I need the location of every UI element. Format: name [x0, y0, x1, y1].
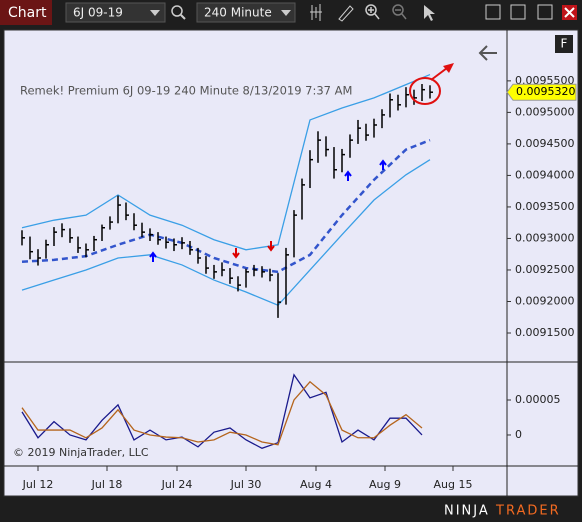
instrument-select[interactable] [65, 2, 166, 23]
y-tick-label: 0.0094000 [515, 168, 575, 181]
close-icon [564, 7, 575, 18]
y-tick-label: 0.0095000 [515, 105, 575, 118]
y-tick-label: 0.0095500 [515, 74, 575, 87]
window-button[interactable] [510, 4, 526, 20]
plot: 0.0091500 0.0092000 0.0092500 0.0093000 0.00… [21, 73, 577, 491]
y-tick-label: 0.0092000 [515, 294, 575, 307]
tab[interactable] [0, 0, 52, 25]
search-icon-handle [180, 14, 186, 20]
y-tick-label: 0.0092500 [515, 263, 575, 276]
zoom-in-icon[interactable] [365, 4, 377, 16]
signal-arrow [344, 170, 352, 181]
signal-arrow [232, 248, 240, 259]
chart-info: Remek! Premium 6J 09-19 240 Minute 8/13/… [20, 84, 352, 98]
logo-ninja: NINJA [444, 504, 490, 519]
maximize-button[interactable] [537, 4, 553, 20]
interval-label[interactable]: 240 Minute [204, 6, 272, 20]
search-icon[interactable] [171, 5, 183, 17]
annotation-arrowhead [443, 63, 454, 73]
logo-trader: TRADER [495, 504, 561, 519]
tab-label[interactable]: Chart [8, 5, 47, 21]
price-marker [506, 83, 577, 101]
dropdown-arrow [281, 10, 291, 16]
x-tick-label: Jul 18 [91, 478, 123, 491]
x-tick-label: Aug 15 [434, 478, 473, 491]
y-tick-label: 0 [515, 428, 522, 441]
window-button[interactable] [485, 4, 501, 20]
x-tick-label: Aug 9 [369, 478, 401, 491]
signal-arrow [267, 241, 275, 252]
pointer-icon[interactable] [424, 5, 435, 21]
bar-type-icon[interactable] [310, 4, 322, 21]
zoom-in-plus [368, 7, 380, 20]
draw-icon[interactable] [338, 5, 354, 22]
x-tick-label: Jul 12 [22, 478, 54, 491]
x-tick-label: Jul 30 [230, 478, 262, 491]
y-tick-label: 0.0093000 [515, 231, 575, 244]
indicator-line [21, 138, 431, 274]
zoom-out-icon[interactable] [392, 4, 404, 16]
indicator-line [21, 73, 431, 251]
y-tick-label: 0.0094500 [515, 137, 575, 150]
copyright: © 2019 NinjaTrader, LLC [13, 446, 149, 459]
signal-arrow [379, 159, 387, 170]
indicator-line [21, 380, 423, 446]
panel-button[interactable] [555, 35, 573, 53]
x-tick-label: Jul 24 [161, 478, 193, 491]
zoom-out-minus [395, 9, 407, 20]
y-tick-label: 0.0093500 [515, 200, 575, 213]
back-arrow[interactable] [478, 45, 497, 61]
chart-bg [3, 29, 579, 497]
panel-button-label[interactable]: F [561, 37, 568, 51]
x-tick-label: Aug 4 [300, 478, 332, 491]
y-tick-label: 0.0091500 [515, 326, 575, 339]
annotation-arrow [430, 67, 448, 81]
interval-select[interactable] [196, 2, 296, 23]
dropdown-arrow [150, 10, 160, 16]
annotation-circle [409, 77, 441, 105]
y-tick-label: 0.00005 [515, 393, 561, 406]
signal-arrow [149, 251, 157, 262]
indicator-line [21, 159, 431, 307]
price-marker-label: 0.0095320 [516, 85, 576, 98]
instrument-label[interactable]: 6J 09-19 [73, 6, 123, 20]
